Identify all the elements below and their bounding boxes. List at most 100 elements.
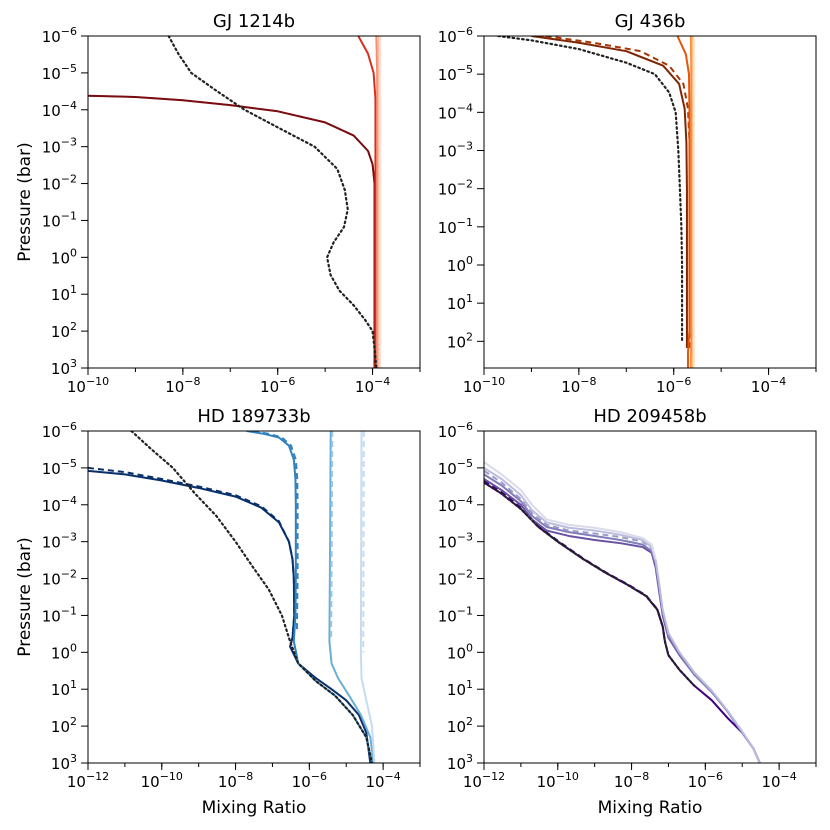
y-tick-label-exponent: −6 — [61, 25, 77, 38]
y-tick-label-exponent: −6 — [457, 25, 473, 38]
y-tick-label-base: 10 — [42, 176, 61, 194]
y-tick-label-base: 10 — [438, 181, 457, 199]
y-tick-label-exponent: 1 — [466, 678, 473, 691]
x-tick-label: 10−8 — [218, 770, 253, 791]
y-tick-label-base: 10 — [51, 755, 70, 773]
y-tick-label-base: 10 — [51, 286, 70, 304]
y-tick-label-exponent: −1 — [61, 209, 77, 222]
y-tick-label-exponent: −3 — [61, 531, 77, 544]
x-tick-label: 10−8 — [561, 375, 596, 396]
y-tick-label-exponent: 3 — [466, 752, 473, 765]
y-tick-label-base: 10 — [447, 755, 466, 773]
series-line-profile-4 — [484, 467, 761, 763]
y-tick-label-base: 10 — [42, 534, 61, 552]
x-tick-label-exponent: −10 — [86, 375, 109, 388]
y-tick-label-exponent: 0 — [466, 641, 473, 654]
y-tick-label: 10−3 — [42, 136, 77, 157]
y-tick-label-exponent: 1 — [70, 678, 77, 691]
series-group — [88, 431, 376, 763]
x-axis-label: Mixing Ratio — [202, 798, 307, 818]
x-tick-label: 10−4 — [761, 770, 796, 791]
y-tick-label: 10−6 — [438, 25, 473, 46]
y-tick-label-base: 10 — [438, 104, 457, 122]
y-tick-label-base: 10 — [42, 65, 61, 83]
series-line-profile-4 — [359, 431, 376, 763]
y-tick-label-exponent: −1 — [457, 216, 473, 229]
x-tick-label-exponent: −4 — [781, 770, 797, 783]
series-line-profile-1-dashed- — [484, 479, 666, 642]
y-tick-label-base: 10 — [42, 28, 61, 46]
y-tick-label-base: 10 — [42, 497, 61, 515]
y-tick-label-base: 10 — [51, 681, 70, 699]
series-line-reference — [167, 36, 378, 368]
y-tick-label-base: 10 — [438, 66, 457, 84]
series-line-profile-3 — [484, 473, 761, 763]
x-tick-label: 10−12 — [67, 770, 109, 791]
x-tick-label: 10−8 — [614, 770, 649, 791]
y-tick-label: 10−3 — [438, 139, 473, 160]
y-tick-label-base: 10 — [438, 534, 457, 552]
y-tick-label-exponent: −2 — [61, 173, 77, 186]
x-tick-label-base: 10 — [751, 378, 770, 396]
y-tick-label: 102 — [447, 330, 473, 351]
x-tick-label-exponent: −12 — [482, 770, 505, 783]
y-tick-label: 10−6 — [42, 25, 77, 46]
y-tick-label: 100 — [447, 254, 473, 275]
y-tick-label-exponent: −4 — [61, 99, 77, 112]
x-tick-label-base: 10 — [463, 378, 482, 396]
x-tick-label-exponent: −8 — [633, 770, 649, 783]
panel-title: GJ 1214b — [213, 11, 295, 32]
y-tick-label-base: 10 — [447, 257, 466, 275]
y-tick-label: 10−2 — [42, 568, 77, 589]
y-tick-label: 10−2 — [438, 178, 473, 199]
series-line-reference — [497, 36, 684, 343]
y-tick-label-base: 10 — [447, 295, 466, 313]
series-line-profile-5 — [484, 461, 657, 560]
y-tick-label-exponent: −5 — [457, 457, 473, 470]
y-tick-label: 10−6 — [438, 420, 473, 441]
x-tick-label-base: 10 — [614, 773, 633, 791]
x-axis-label: Mixing Ratio — [598, 798, 703, 818]
x-tick-label-exponent: −10 — [482, 375, 505, 388]
y-tick-label: 10−1 — [42, 209, 77, 230]
series-group — [484, 461, 761, 763]
y-tick-label-exponent: −6 — [457, 420, 473, 433]
y-tick-label-base: 10 — [51, 323, 70, 341]
y-tick-label: 103 — [447, 752, 473, 773]
y-tick-label-exponent: 2 — [70, 715, 77, 728]
panel-1: 10−10 10−8 10−6 10−410−610−510−410−310−210−… — [15, 11, 421, 396]
y-tick-label-base: 10 — [438, 607, 457, 625]
y-tick-label: 102 — [51, 715, 77, 736]
y-tick-label: 101 — [447, 678, 473, 699]
y-tick-label-exponent: 3 — [70, 752, 77, 765]
y-tick-label: 101 — [51, 283, 77, 304]
y-tick-label: 10−4 — [438, 494, 473, 515]
y-tick-label-base: 10 — [42, 102, 61, 120]
series-group — [88, 36, 382, 368]
plot-frame — [87, 430, 421, 764]
series-line-profile-2 — [484, 478, 761, 763]
series-line-profile-2 — [357, 36, 377, 368]
panel-title: HD 189733b — [197, 406, 310, 427]
x-tick-label: 10−10 — [537, 770, 579, 791]
y-tick-label-exponent: −1 — [457, 604, 473, 617]
y-tick-label: 10−4 — [42, 494, 77, 515]
y-tick-label: 100 — [447, 641, 473, 662]
y-tick-label: 10−5 — [438, 457, 473, 478]
y-tick-label-base: 10 — [42, 212, 61, 230]
x-tick-label: 10−6 — [292, 770, 327, 791]
x-tick-label-exponent: −8 — [580, 375, 596, 388]
y-tick-label-exponent: −4 — [457, 101, 473, 114]
x-tick-label-base: 10 — [365, 773, 384, 791]
series-line-profile-3-dashed- — [330, 431, 334, 642]
panel-4: 10−12 10−10 10−8 10−6 10−410−610−510−410−310… — [438, 406, 817, 818]
x-tick-label-exponent: −8 — [184, 375, 200, 388]
y-tick-label-base: 10 — [51, 360, 70, 378]
y-tick-label-exponent: 0 — [466, 254, 473, 267]
series-group — [497, 36, 696, 368]
x-tick-label-base: 10 — [355, 378, 374, 396]
series-line-profile-1 — [531, 36, 688, 349]
y-tick-label-base: 10 — [438, 423, 457, 441]
y-tick-label-exponent: −5 — [457, 63, 473, 76]
series-line-profile-1 — [484, 481, 761, 763]
